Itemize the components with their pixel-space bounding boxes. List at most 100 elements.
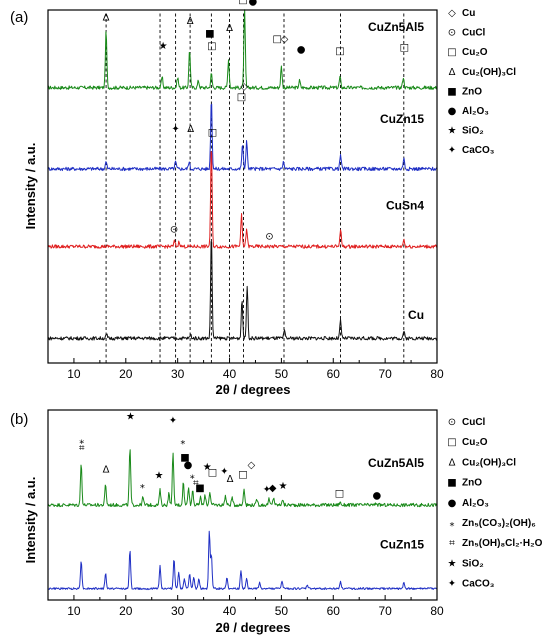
phase-marker: ◆ [269,483,277,494]
phase-marker: ★ [155,470,164,481]
phase-marker: ■ [205,28,214,39]
phase-marker: ⊙ [170,224,178,235]
x-tick-label: 60 [327,367,341,381]
panel-a-y-axis-title: Intensity / a.u. [23,143,38,230]
legend-label: CaCO₃ [462,579,495,590]
x-tick-label: 70 [378,367,392,381]
series-line [47,151,438,249]
phase-marker: Δ [103,465,110,476]
phase-marker: ◇ [247,460,255,471]
phase-marker: □ [273,34,282,45]
panel-b-plot-area: 10 20 30 40 50 60 70 80⁎⌗Δ★⁎★✦⁎■●⁎⌗■★□ ✦Δ □◇✦◆ ★□ ●… [47,409,444,618]
phase-marker: ✦ [220,467,228,478]
legend-item: ■ ZnO [447,86,482,97]
legend-symbol: ● [448,106,457,117]
legend-item: Δ Cu₂(OH)₃Cl [449,67,517,78]
series-line [47,103,438,172]
series-line [47,241,438,341]
series-name-label: CuZn15 [380,538,424,552]
phase-marker: ★ [203,462,212,473]
phase-marker: □ [207,41,216,52]
x-tick-label: 20 [119,367,133,381]
legend-item: ✦ CaCO₃ [448,145,495,156]
x-tick-label: 40 [223,367,237,381]
plot-frame [47,409,438,601]
phase-marker: ⁎ [79,435,84,446]
phase-marker: ● [297,44,306,55]
phase-marker: □ [335,488,344,499]
legend-symbol: □ [447,47,456,58]
legend-symbol: ● [448,498,457,509]
legend-symbol: ⌗ [449,538,455,549]
series-name-label: Cu [408,308,424,322]
legend-label: Cu₂O [462,47,488,58]
x-tick-label: 60 [327,604,341,618]
legend-symbol: ◇ [448,8,456,19]
phase-marker: Δ [226,23,233,34]
legend-symbol: □ [447,437,456,448]
legend-label: Zn₅(CO₃)₂(OH)₆ [462,518,536,529]
legend-label: ZnO [462,86,482,97]
legend-label: Cu₂(OH)₃Cl [462,457,516,468]
panel-a-label: (a) [10,9,28,26]
legend-symbol: Δ [449,67,456,78]
panel-b-legend: ⊙ CuCl □ Cu₂O Δ Cu₂(OH)₃Cl ■ ZnO ● Al₂O₃ ⁎ Zn₅(CO₃)… [447,417,542,590]
phase-marker: ■ [180,452,189,463]
legend-item: ★ SiO₂ [448,558,484,569]
x-tick-label: 50 [275,367,289,381]
x-tick-label: 80 [430,367,444,381]
phase-marker: ✦ [169,415,177,426]
x-tick-label: 10 [67,367,81,381]
series-name-label: CuSn4 [386,198,424,212]
x-tick-label: 50 [275,604,289,618]
phase-marker: □ [208,468,217,479]
legend-symbol: ✦ [448,579,456,590]
legend-label: Al₂O₃ [462,498,489,509]
phase-marker: ★ [126,412,135,423]
phase-marker: ◇ [240,81,248,92]
x-tick-label: 40 [223,604,237,618]
panel-b-y-axis-title: Intensity / a.u. [23,477,38,564]
phase-marker: □ [237,92,246,103]
legend-symbol: ★ [448,558,457,569]
legend-label: Cu₂O [462,437,488,448]
series-line [47,9,438,90]
x-tick-label: 30 [171,604,185,618]
legend-item: Δ Cu₂(OH)₃Cl [449,457,517,468]
series-name-label: CuZn5Al5 [368,20,424,34]
series-name-label: CuZn15 [380,112,424,126]
legend-item: □ Cu₂O [447,437,488,448]
legend-item: ◇ Cu [448,8,475,19]
phase-marker: □ [400,43,409,54]
phase-marker: Δ [103,13,110,24]
x-tick-label: 70 [378,604,392,618]
phase-marker: Δ [187,124,194,135]
panel-b-x-axis-title: 2θ / degrees [216,620,291,635]
legend-item: ⁎ Zn₅(CO₃)₂(OH)₆ [450,518,536,529]
phase-marker: ⊙ [265,231,273,242]
series-line [47,449,438,508]
series-line [47,530,438,591]
legend-item: ⊙ CuCl [448,28,486,39]
legend-label: Zn₅(OH)₈Cl₂·H₂O [462,538,543,549]
phase-marker: ● [372,490,381,501]
panel-a-x-axis-title: 2θ / degrees [216,382,291,397]
legend-symbol: ⊙ [448,28,456,39]
legend-item: ✦ CaCO₃ [448,579,495,590]
x-tick-label: 20 [119,604,133,618]
legend-label: Cu₂(OH)₃Cl [462,67,516,78]
legend-label: CuCl [462,417,486,428]
phase-marker: ★ [278,481,287,492]
phase-marker: □ [208,127,217,138]
legend-symbol: ⁎ [450,518,455,529]
legend-item: ● Al₂O₃ [448,498,490,509]
legend-label: SiO₂ [462,558,484,569]
legend-item: □ Cu₂O [447,47,488,58]
legend-label: Cu [462,8,475,19]
phase-marker: Δ [227,474,234,485]
legend-item: ★ SiO₂ [448,126,484,137]
legend-label: ZnO [462,478,482,489]
legend-label: Al₂O₃ [462,106,489,117]
x-tick-label: 80 [430,604,444,618]
